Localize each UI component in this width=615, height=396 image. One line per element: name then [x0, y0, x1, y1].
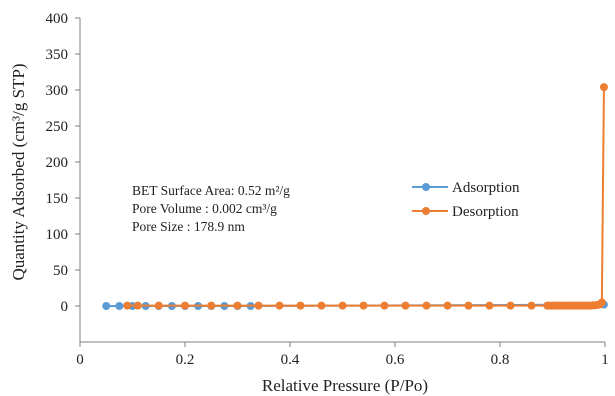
- data-point-desorption: [233, 301, 242, 310]
- data-point-desorption: [527, 301, 536, 310]
- y-tick-label: 100: [46, 227, 69, 243]
- y-tick-label: 150: [46, 191, 69, 207]
- data-point-desorption: [599, 83, 608, 92]
- y-tick-label: 50: [53, 263, 68, 279]
- data-point-desorption: [543, 301, 552, 310]
- data-point-desorption: [296, 301, 305, 310]
- data-point-desorption: [338, 301, 347, 310]
- x-tick-label: 0.4: [281, 352, 300, 368]
- x-tick-label: 0.6: [386, 352, 405, 368]
- data-point-desorption: [422, 301, 431, 310]
- y-tick-label: 350: [46, 47, 69, 63]
- y-axis-title: Quantity Adsorbed (cm³/g STP): [9, 63, 28, 280]
- x-tick-label: 0: [76, 352, 84, 368]
- y-axis-ticks: 0 50 100 150 200 250 300 350 400: [46, 11, 80, 315]
- series-desorption: [123, 83, 608, 310]
- x-axis-title: Relative Pressure (P/Po): [262, 376, 428, 395]
- series-layer: [102, 83, 608, 310]
- legend-item-desorption: Desorption: [412, 204, 519, 220]
- pore-volume-note: Pore Volume : 0.002 cm³/g: [132, 201, 277, 216]
- data-point-desorption: [207, 301, 216, 310]
- data-point-desorption: [133, 301, 142, 310]
- annotation-block: BET Surface Area: 0.52 m²/g Pore Volume …: [132, 183, 290, 234]
- legend: Adsorption Desorption: [412, 180, 520, 220]
- x-tick-label: 0.2: [176, 352, 195, 368]
- y-tick-label: 250: [46, 119, 69, 135]
- data-point-desorption: [485, 301, 494, 310]
- legend-label-desorption: Desorption: [452, 204, 519, 220]
- bet-surface-area-note: BET Surface Area: 0.52 m²/g: [132, 183, 290, 198]
- x-axis-ticks: 0 0.2 0.4 0.6 0.8 1: [76, 342, 609, 368]
- y-tick-label: 200: [46, 155, 69, 171]
- data-point-desorption: [506, 301, 515, 310]
- pore-size-note: Pore Size : 178.9 nm: [132, 219, 245, 234]
- data-point-adsorption: [115, 302, 124, 310]
- data-point-desorption: [275, 301, 284, 310]
- y-tick-label: 300: [46, 83, 69, 99]
- data-point-desorption: [154, 301, 163, 310]
- x-tick-label: 0.8: [491, 352, 510, 368]
- legend-swatch-marker-desorption: [422, 207, 430, 215]
- x-tick-label: 1: [601, 352, 609, 368]
- data-point-desorption: [123, 301, 132, 310]
- data-point-desorption: [380, 301, 389, 310]
- legend-swatch-marker-adsorption: [422, 183, 430, 191]
- legend-label-adsorption: Adsorption: [452, 180, 520, 196]
- legend-item-adsorption: Adsorption: [412, 180, 520, 196]
- data-point-desorption: [401, 301, 410, 310]
- data-point-desorption: [181, 301, 189, 310]
- data-point-desorption: [359, 301, 368, 310]
- data-point-desorption: [254, 301, 263, 310]
- data-point-adsorption: [102, 302, 111, 310]
- data-point-desorption: [317, 301, 326, 310]
- data-point-desorption: [443, 301, 452, 310]
- plot-area: 0 0.2 0.4 0.6 0.8 1 0 50 100 150 200 250 300 350 400: [46, 11, 609, 368]
- y-tick-label: 0: [61, 299, 69, 315]
- y-tick-label: 400: [46, 11, 69, 27]
- data-point-desorption: [464, 301, 473, 310]
